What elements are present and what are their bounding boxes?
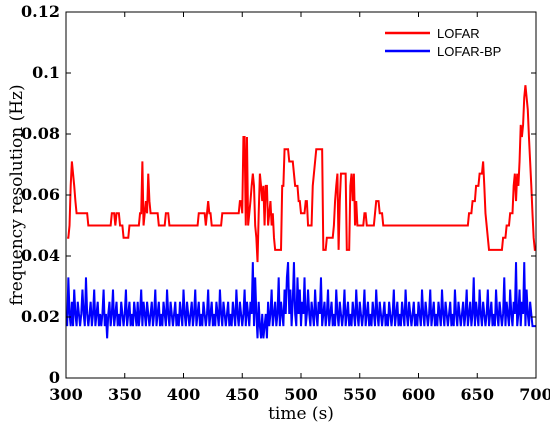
x-tick-label: 550 [343,385,376,404]
series-line-lofar [67,85,536,263]
series-line-lofar-bp [66,262,536,339]
x-axis-label: time (s) [268,404,334,424]
axis-ticks: 300 350 400 450 500 550 600 650 700 0 0.02 0.04 0.06… [21,2,550,404]
y-tick-label: 0.12 [21,2,60,21]
x-tick-label: 700 [519,385,550,404]
y-tick-label: 0.1 [32,63,60,82]
x-tick-label: 500 [284,385,317,404]
x-tick-label: 350 [108,385,141,404]
x-tick-label: 650 [461,385,494,404]
y-tick-label: 0.02 [21,307,60,326]
y-axis-label: frequency resolution (Hz) [7,84,27,305]
y-tick-label: 0.08 [21,124,60,143]
series-layer [66,85,536,339]
y-tick-label: 0.06 [21,185,60,204]
legend: LOFAR LOFAR-BP [375,20,530,64]
y-tick-label: 0.04 [21,246,60,265]
x-tick-label: 600 [402,385,435,404]
x-tick-label: 300 [49,385,82,404]
x-tick-label: 450 [226,385,259,404]
plot-frame [65,11,537,379]
legend-label-lofar: LOFAR [437,26,480,41]
y-tick-label: 0 [49,368,60,387]
legend-box [375,20,530,64]
legend-label-lofar-bp: LOFAR-BP [437,44,501,59]
x-tick-label: 400 [167,385,200,404]
